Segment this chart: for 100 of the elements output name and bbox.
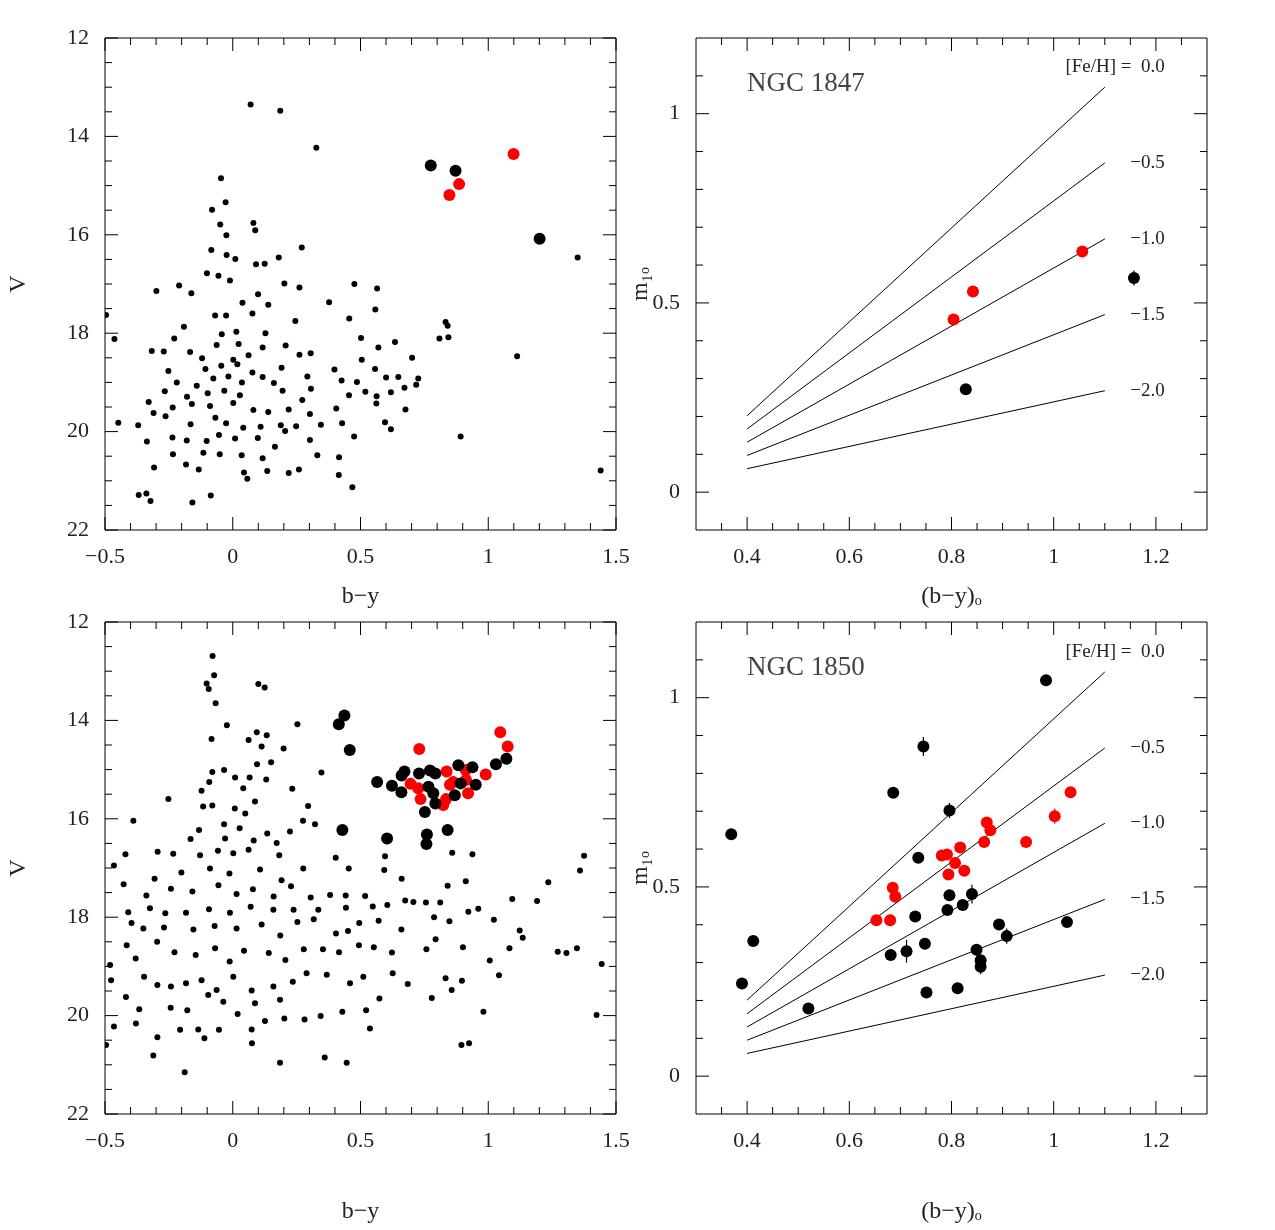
point xyxy=(978,835,991,848)
y-tick-label: 1 xyxy=(669,99,680,125)
point xyxy=(984,824,997,837)
x-axis-title: b−y xyxy=(341,1196,380,1223)
y-tick-label: 14 xyxy=(67,122,89,148)
point xyxy=(338,709,351,722)
point xyxy=(956,899,969,912)
point xyxy=(970,943,983,956)
point xyxy=(884,949,897,962)
y-tick-label: 20 xyxy=(67,1001,89,1027)
annotation: −2.0 xyxy=(1130,378,1165,400)
annotation: −0.5 xyxy=(1130,736,1165,758)
y-tick-label: 12 xyxy=(67,607,89,633)
point xyxy=(951,982,964,995)
point xyxy=(747,935,760,948)
point xyxy=(449,164,462,177)
x-axis-title: (b−y)ₒ xyxy=(921,581,982,608)
point xyxy=(429,797,442,810)
point xyxy=(909,910,922,923)
point xyxy=(381,832,394,845)
point xyxy=(454,777,467,790)
y-tick-label: 12 xyxy=(67,23,89,49)
y-tick-label: 22 xyxy=(67,1099,89,1125)
point xyxy=(453,178,466,191)
point xyxy=(1020,835,1033,848)
point xyxy=(870,914,883,927)
annotation: −1.5 xyxy=(1130,302,1165,324)
point xyxy=(443,188,456,201)
y-tick-label: 20 xyxy=(67,417,89,443)
y-tick-label: 18 xyxy=(67,902,89,928)
x-tick-label: 0.4 xyxy=(733,542,761,568)
x-axis-title: (b−y)ₒ xyxy=(921,1196,982,1223)
y-tick-label: 0.5 xyxy=(652,288,680,314)
point xyxy=(943,889,956,902)
y-tick-label: 16 xyxy=(67,804,89,830)
x-tick-label: 1.2 xyxy=(1142,1126,1170,1152)
point xyxy=(462,787,475,800)
y-axis-title: V xyxy=(3,858,30,877)
x-tick-label: 0.6 xyxy=(835,1126,864,1152)
x-tick-label: 1 xyxy=(482,1126,494,1152)
y-tick-label: 18 xyxy=(67,318,89,344)
x-tick-label: 0.6 xyxy=(835,542,864,568)
annotation: −1.0 xyxy=(1130,811,1165,833)
y-tick-label: 14 xyxy=(67,706,89,732)
point xyxy=(336,824,349,837)
point xyxy=(395,786,408,799)
point xyxy=(993,918,1006,931)
point xyxy=(887,786,900,799)
x-tick-label: 0 xyxy=(227,542,239,568)
point xyxy=(1040,674,1053,687)
point xyxy=(942,868,955,881)
x-tick-label: 0.8 xyxy=(937,542,966,568)
point xyxy=(966,285,979,298)
y-tick-label: 1 xyxy=(669,683,680,709)
y-axis-title: m₁ₒ xyxy=(625,266,652,301)
y-tick-label: 0.5 xyxy=(652,872,680,898)
point xyxy=(469,778,482,791)
point xyxy=(413,742,426,755)
x-tick-label: 0.5 xyxy=(346,542,375,568)
point xyxy=(941,904,954,917)
x-tick-label: 0.4 xyxy=(733,1126,761,1152)
point xyxy=(735,977,748,990)
point xyxy=(441,824,454,837)
point xyxy=(802,1002,815,1015)
x-tick-label: −0.5 xyxy=(85,542,125,568)
point xyxy=(385,779,398,792)
x-tick-label: 1 xyxy=(482,542,494,568)
x-tick-label: 0.5 xyxy=(346,1126,375,1152)
point xyxy=(494,726,507,739)
point xyxy=(884,914,897,927)
x-tick-label: 1.5 xyxy=(602,542,630,568)
point xyxy=(413,767,426,780)
point xyxy=(443,778,456,791)
point xyxy=(466,761,479,774)
point xyxy=(920,986,933,999)
point xyxy=(343,743,356,756)
y-tick-label: 0 xyxy=(669,477,680,503)
point xyxy=(912,851,925,864)
point xyxy=(533,232,546,245)
annotation: −2.0 xyxy=(1130,963,1165,985)
point xyxy=(959,383,972,396)
x-tick-label: −0.5 xyxy=(85,1126,125,1152)
y-axis-title: V xyxy=(3,274,30,293)
point xyxy=(725,828,738,841)
annotation: −0.5 xyxy=(1130,150,1165,172)
point xyxy=(918,937,931,950)
point xyxy=(452,759,465,772)
point xyxy=(947,313,960,326)
point xyxy=(949,857,962,870)
point xyxy=(1060,916,1073,929)
annotation: [Fe/H] = 0.0 xyxy=(1065,639,1165,661)
point xyxy=(418,805,431,818)
x-tick-label: 1.2 xyxy=(1142,542,1170,568)
annotation: [Fe/H] = 0.0 xyxy=(1065,55,1165,77)
point xyxy=(429,767,442,780)
x-axis-title: b−y xyxy=(341,581,380,608)
point xyxy=(371,775,384,788)
point xyxy=(489,758,502,771)
point xyxy=(501,740,514,753)
point xyxy=(332,718,345,731)
